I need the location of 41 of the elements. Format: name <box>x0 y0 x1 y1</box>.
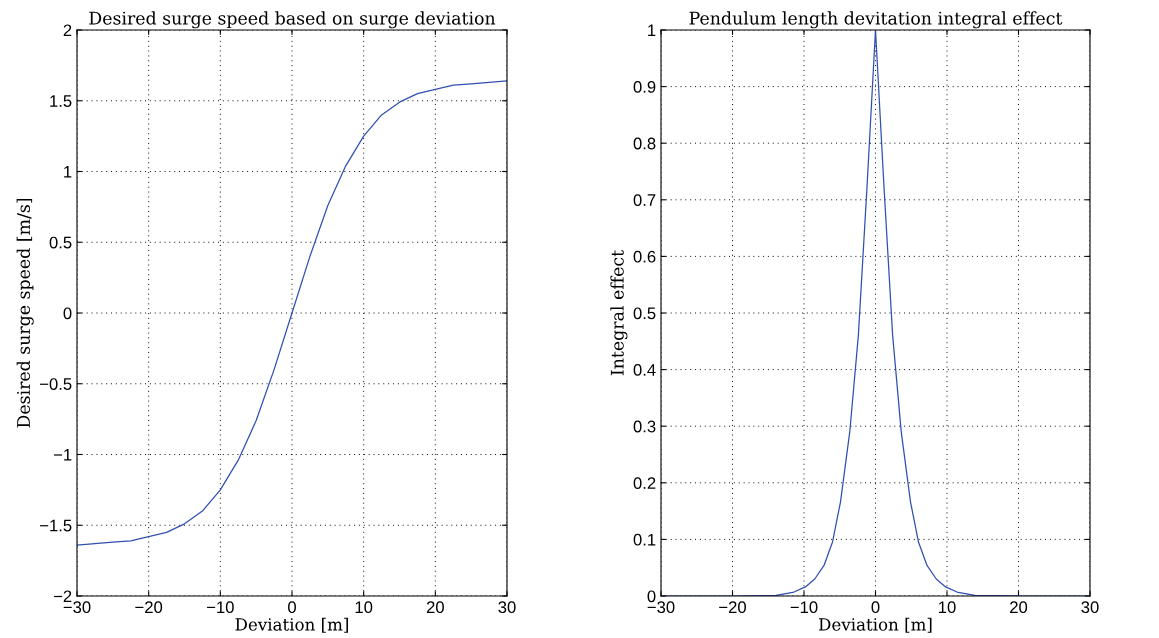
y-tick-label: 0.5 <box>49 236 72 249</box>
y-tick-label: 0.5 <box>633 307 656 320</box>
y-tick-label: 0.4 <box>633 364 656 376</box>
x-tick-label: 20 <box>426 601 444 614</box>
chart-title: Pendulum length devitation integral effect <box>689 11 1063 29</box>
x-tick-label: −10 <box>790 601 818 614</box>
x-tick-label: 30 <box>498 601 516 614</box>
y-tick-label: −0.5 <box>40 378 72 390</box>
y-axis-title: Integral effect <box>610 250 628 376</box>
y-tick-label: 0 <box>647 590 656 603</box>
x-tick-label: −10 <box>207 601 234 614</box>
y-tick-label: 0.7 <box>633 194 656 206</box>
y-tick-label: 0.3 <box>633 420 656 433</box>
x-tick-label: −20 <box>135 601 163 614</box>
y-tick-label: 1.5 <box>50 95 72 107</box>
x-axis-title: Deviation [m] <box>235 617 348 633</box>
y-tick-label: 0.8 <box>633 137 656 150</box>
y-tick-label: −1.5 <box>40 519 72 532</box>
x-axis-title: Deviation [m] <box>819 617 932 633</box>
x-tick-label: 10 <box>939 601 956 614</box>
line-series <box>77 80 507 546</box>
chart-title: Desired surge speed based on surge deviation <box>89 11 496 29</box>
x-tick-label: 0 <box>871 601 880 614</box>
x-tick-label: 30 <box>1081 601 1099 614</box>
y-tick-label: 0.2 <box>633 477 656 489</box>
y-tick-label: 1 <box>64 166 72 178</box>
x-tick-label: 20 <box>1010 601 1028 614</box>
x-tick-label: 10 <box>355 601 373 614</box>
y-tick-label: 1 <box>648 24 656 37</box>
x-tick-label: −20 <box>719 601 746 614</box>
y-axis-title: Desired surge speed [m/s] <box>16 198 34 428</box>
y-tick-label: 0 <box>63 307 72 320</box>
x-tick-label: −30 <box>647 601 675 614</box>
y-tick-label: −2 <box>53 590 72 603</box>
y-tick-label: 0.1 <box>633 533 656 546</box>
y-tick-label: 2 <box>63 24 72 37</box>
y-tick-label: −1 <box>53 449 72 461</box>
x-tick-label: 0 <box>288 601 296 614</box>
x-tick-label: −30 <box>63 601 91 614</box>
y-tick-label: 0.6 <box>633 250 656 263</box>
y-tick-label: 0.9 <box>633 81 656 93</box>
